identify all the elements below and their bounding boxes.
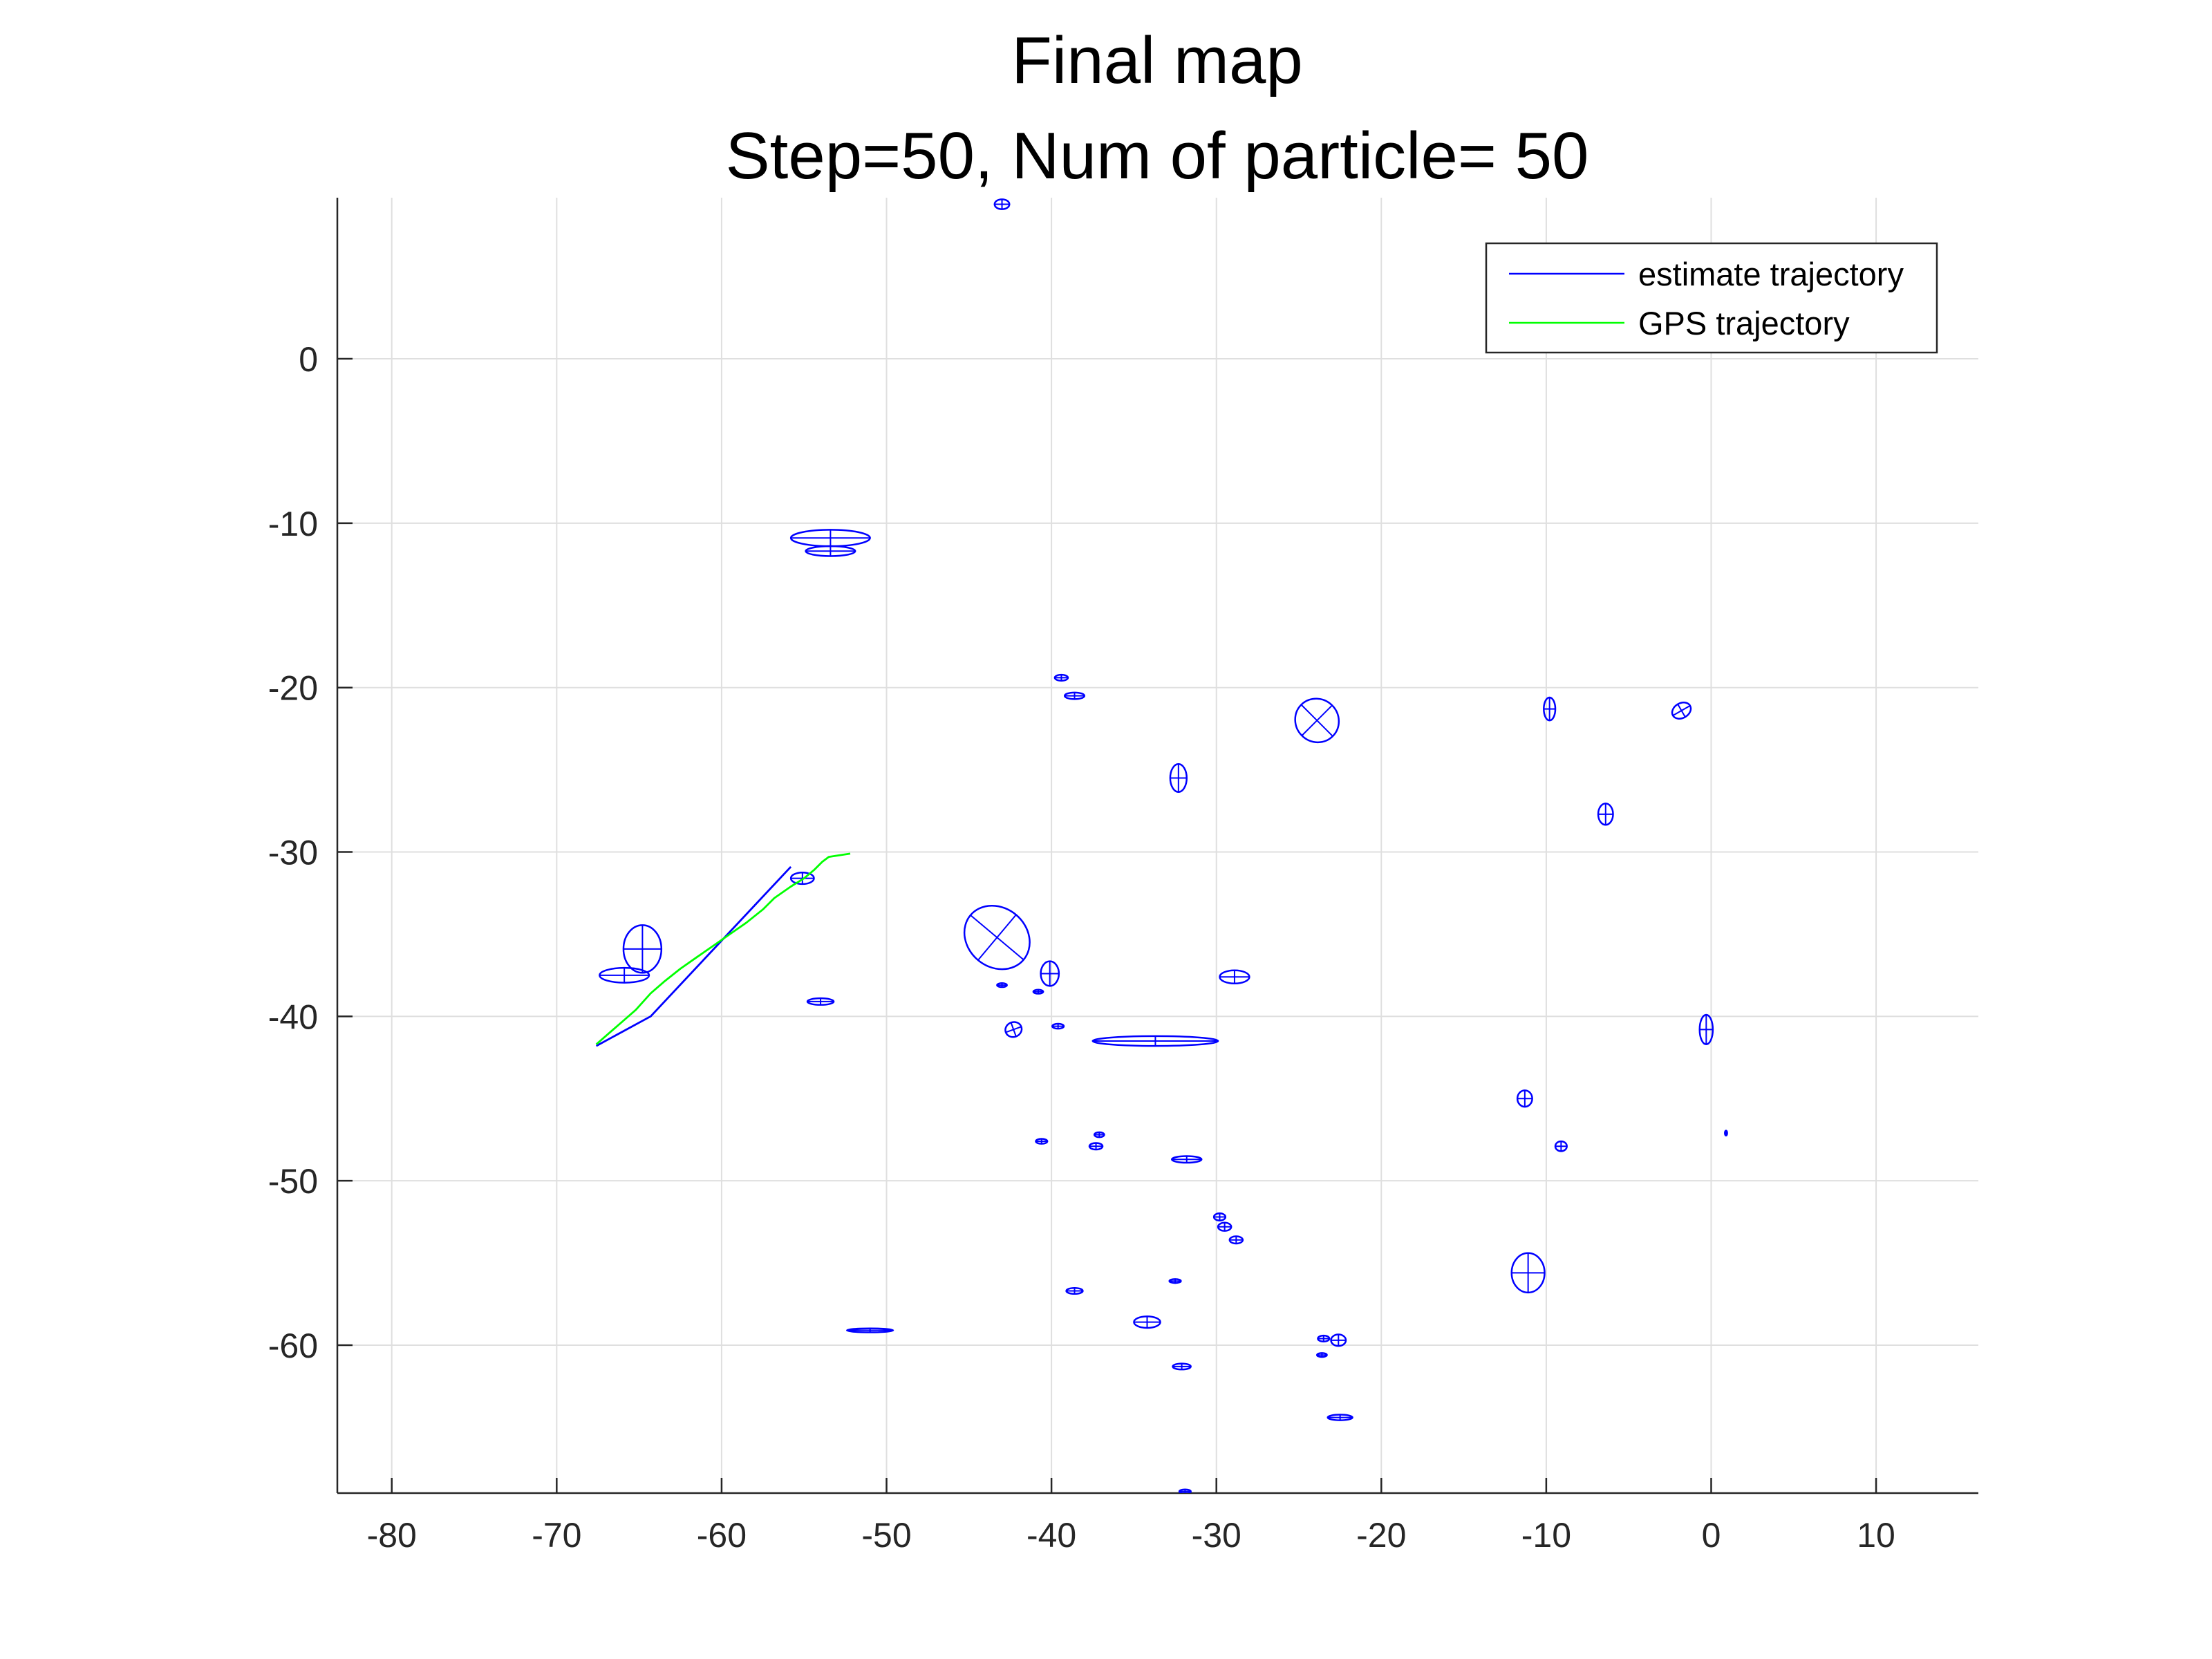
x-tick-label: 10 — [1857, 1516, 1895, 1555]
ellipse-outline — [1554, 1140, 1568, 1152]
landmark-ellipse — [805, 545, 856, 557]
landmark-ellipse — [1093, 1131, 1105, 1138]
landmark-ellipse — [1171, 1155, 1203, 1164]
axes — [336, 198, 1978, 1494]
ellipse-outline — [789, 871, 815, 885]
landmark-ellipse — [1133, 1315, 1161, 1329]
landmark-ellipse — [1051, 1022, 1065, 1030]
landmark-ellipse — [1510, 1252, 1546, 1294]
ellipse-minor-axis — [1677, 704, 1686, 718]
ellipse-outline — [1171, 1155, 1203, 1164]
landmark-ellipse — [1212, 1212, 1227, 1221]
y-tick-label: -50 — [268, 1162, 318, 1201]
landmark-ellipse — [1169, 763, 1188, 793]
x-tick-label: -30 — [1192, 1516, 1241, 1555]
ellipse-outline — [1004, 1021, 1023, 1038]
x-tick-label: -70 — [532, 1516, 581, 1555]
landmark-ellipse — [1004, 1021, 1023, 1038]
x-tick-label: -80 — [367, 1516, 417, 1555]
y-tick-label: 0 — [299, 340, 318, 379]
legend-label-gps-trajectory: GPS trajectory — [1638, 305, 1850, 341]
landmark-ellipse — [1327, 1414, 1353, 1421]
landmark-ellipse — [1671, 702, 1692, 720]
landmark-ellipse — [599, 966, 650, 984]
x-tick-label: -20 — [1356, 1516, 1406, 1555]
landmark-ellipse — [1035, 1138, 1049, 1145]
legend-label-estimate-trajectory: estimate trajectory — [1638, 256, 1904, 292]
landmark-ellipse — [1065, 1286, 1084, 1295]
ellipse-outline — [1169, 763, 1188, 793]
landmark-ellipse — [1294, 697, 1340, 744]
landmark-ellipse — [1088, 1142, 1104, 1151]
landmark-ellipse — [789, 529, 871, 547]
landmark-ellipse — [1172, 1362, 1192, 1371]
landmark-ellipse — [1219, 969, 1250, 985]
ellipse-outline — [1724, 1130, 1728, 1136]
landmark-ellipse — [1315, 1352, 1328, 1358]
landmark-ellipse — [1217, 1221, 1232, 1232]
x-tick-label: -50 — [861, 1516, 911, 1555]
y-tick-label: -30 — [268, 834, 318, 872]
landmark-ellipse — [1698, 1013, 1714, 1046]
landmark-ellipse — [846, 1327, 894, 1333]
landmark-ellipse — [1178, 1488, 1192, 1493]
landmark-ellipse — [963, 904, 1031, 971]
landmark-ellipse — [622, 924, 663, 974]
landmark-ellipse — [1330, 1333, 1347, 1347]
legend-box — [1485, 242, 1938, 354]
ellipse-outline — [1219, 969, 1250, 985]
landmark-ellipse — [1543, 696, 1557, 722]
landmark-ellipse — [1032, 988, 1044, 995]
legend: estimate trajectory GPS trajectory — [1485, 242, 1938, 354]
y-tick-label: -20 — [268, 669, 318, 708]
x-tick-label: -60 — [697, 1516, 747, 1555]
ellipse-outline — [1065, 1286, 1084, 1295]
series-line-estimate-trajectory — [595, 865, 792, 1047]
ellipse-minor-axis — [1010, 1022, 1017, 1037]
landmark-ellipse — [1554, 1140, 1568, 1152]
x-tick-label: -40 — [1027, 1516, 1076, 1555]
landmark-ellipse — [1317, 1334, 1331, 1342]
landmark-ellipse — [993, 198, 1011, 210]
y-tick-label: -40 — [268, 997, 318, 1036]
chart-subtitle: Step=50, Num of particle= 50 — [726, 119, 1589, 193]
y-tick-label: -60 — [268, 1327, 318, 1365]
series-line-gps-trajectory — [595, 852, 851, 1045]
x-tick-label: 0 — [1702, 1516, 1721, 1555]
chart-title: Final map — [1011, 24, 1303, 97]
ellipse-outline — [1543, 696, 1557, 722]
ellipse-outline — [1093, 1131, 1105, 1138]
ellipse-outline — [993, 198, 1011, 210]
ellipse-minor-axis — [1301, 704, 1333, 736]
landmark-ellipse — [1053, 673, 1069, 682]
grid-lines — [337, 198, 1978, 1493]
x-tick-label: -10 — [1521, 1516, 1571, 1555]
landmark-ellipse — [1724, 1130, 1728, 1136]
landmark-ellipse — [1597, 803, 1614, 826]
landmark-ellipse — [1228, 1235, 1244, 1245]
landmark-ellipse — [1168, 1278, 1182, 1284]
plot-area — [595, 198, 1728, 1493]
tick-labels: -80 -70 -60 -50 -40 -30 -20 -10 0 10 0 -10 -20 -30 -40… — [268, 340, 1895, 1555]
ellipse-outline — [1510, 1252, 1546, 1294]
ellipse-outline — [1330, 1333, 1347, 1347]
landmark-ellipse — [1063, 691, 1086, 700]
landmark-ellipse — [1091, 1035, 1219, 1047]
landmark-ellipse — [806, 997, 835, 1006]
landmark-ellipse — [996, 982, 1008, 988]
landmark-ellipse — [1516, 1089, 1533, 1108]
ellipse-minor-axis — [977, 914, 1017, 961]
landmark-ellipse — [1040, 960, 1060, 987]
y-tick-label: -10 — [268, 505, 318, 543]
